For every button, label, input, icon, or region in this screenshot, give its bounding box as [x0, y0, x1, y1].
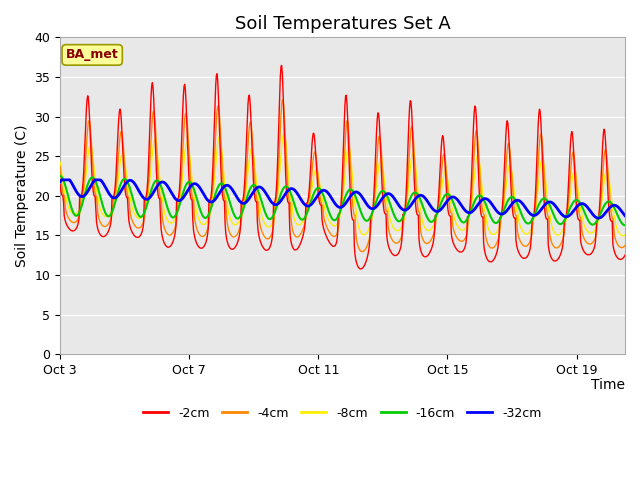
X-axis label: Time: Time [591, 378, 625, 392]
Y-axis label: Soil Temperature (C): Soil Temperature (C) [15, 124, 29, 267]
Legend: -2cm, -4cm, -8cm, -16cm, -32cm: -2cm, -4cm, -8cm, -16cm, -32cm [138, 402, 547, 424]
Text: BA_met: BA_met [66, 48, 118, 61]
Title: Soil Temperatures Set A: Soil Temperatures Set A [235, 15, 451, 33]
